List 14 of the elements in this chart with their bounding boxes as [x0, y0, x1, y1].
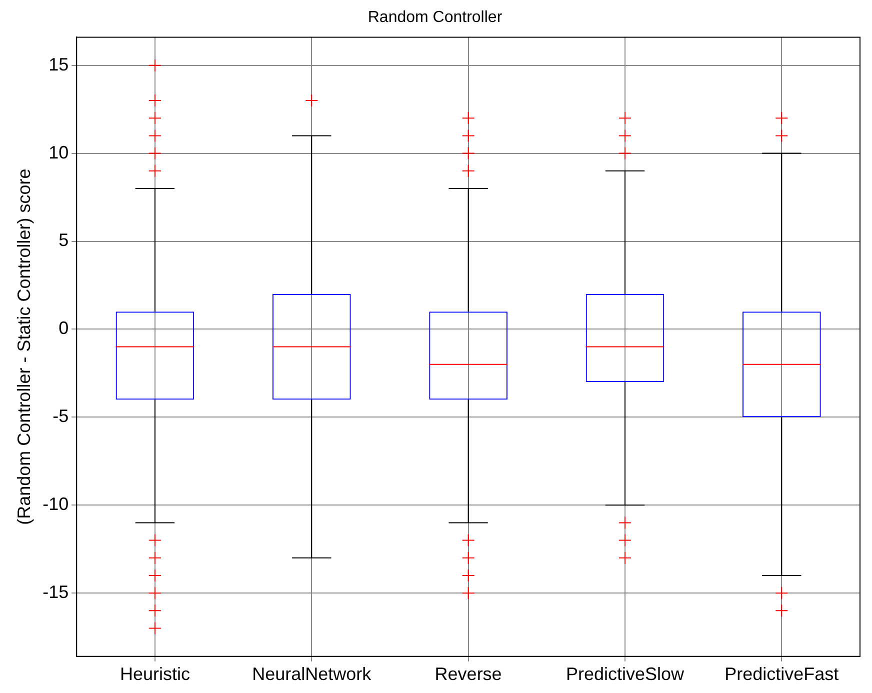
x-tick-label: PredictiveFast	[724, 664, 839, 684]
y-tick-label: -5	[52, 406, 69, 426]
y-axis-title: (Random Controller - Static Controller) score	[14, 168, 34, 525]
y-tick-label: 15	[48, 54, 69, 74]
y-tick-label: -10	[42, 494, 69, 514]
x-tick-label: Reverse	[434, 664, 502, 684]
chart-title: Random Controller	[368, 9, 503, 26]
y-tick-label: 10	[48, 142, 69, 162]
y-tick-label: -15	[42, 582, 69, 602]
x-tick-label: Heuristic	[120, 664, 190, 684]
y-tick-label: 5	[58, 230, 69, 250]
y-tick-label: 0	[58, 318, 69, 338]
x-tick-label: PredictiveSlow	[566, 664, 686, 684]
x-tick-label: NeuralNetwork	[252, 664, 372, 684]
